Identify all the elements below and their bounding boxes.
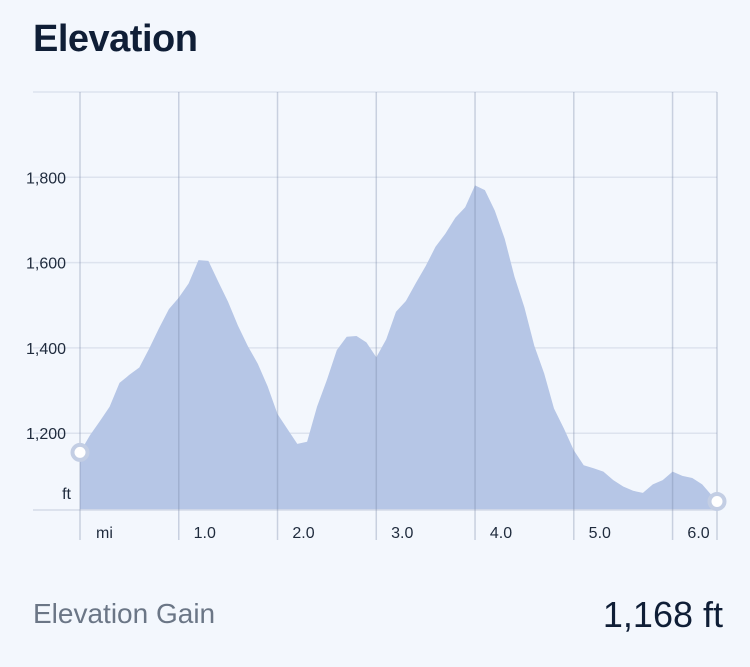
x-tick-label: 6.0 [687,525,709,542]
elevation-area [80,185,717,510]
y-tick-labels: 1,200 1,400 1,600 1,800 [26,170,66,443]
start-marker [70,442,90,462]
route-markers [70,442,727,511]
chart-title: Elevation [33,18,198,60]
x-gridlines [33,92,718,540]
y-unit-label: ft [62,486,71,503]
elevation-gain-label: Elevation Gain [33,598,216,629]
x-tick-label: 1.0 [194,525,216,542]
x-tick-label: 3.0 [391,525,413,542]
x-tick-label: 4.0 [490,525,512,542]
x-tick-label: 5.0 [589,525,611,542]
end-marker [707,491,727,511]
y-tick-label: 1,400 [26,341,66,358]
x-unit-label: mi [96,525,113,542]
elevation-gain-value: 1,168 ft [602,594,723,635]
x-tick-labels: 1.0 2.0 3.0 4.0 5.0 6.0 [194,525,710,542]
y-tick-label: 1,600 [26,256,66,273]
y-tick-label: 1,800 [26,170,66,187]
y-tick-label: 1,200 [26,426,66,443]
x-tick-label: 2.0 [292,525,314,542]
